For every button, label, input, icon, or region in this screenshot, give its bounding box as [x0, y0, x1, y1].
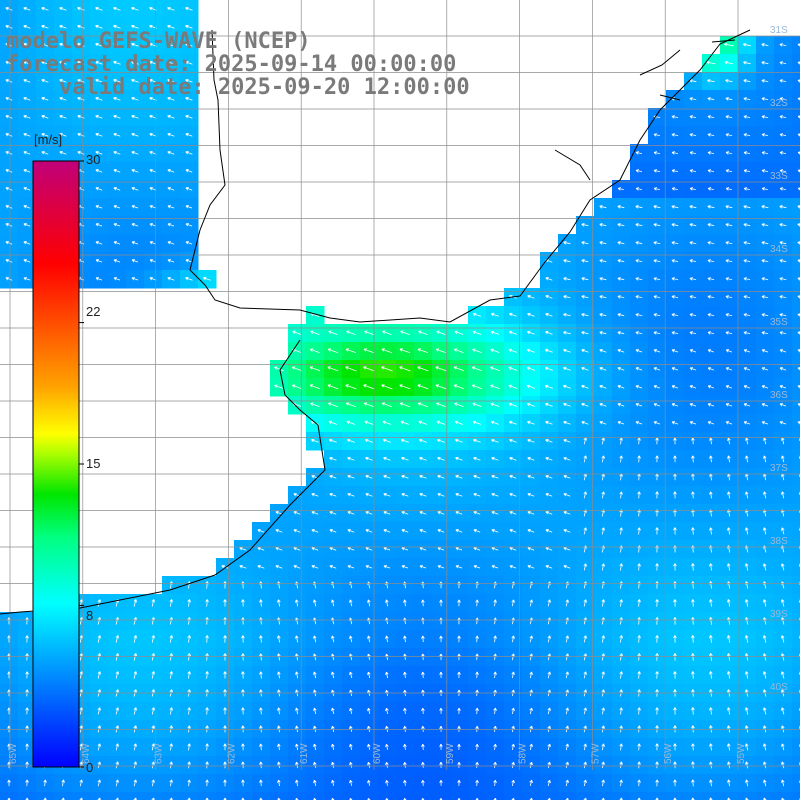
colorbar-tick-22: 22	[86, 304, 100, 319]
wind-speed-cell	[792, 648, 800, 667]
colorbar	[33, 161, 84, 767]
wind-speed-cell	[792, 450, 800, 469]
colorbar-tick-8: 8	[86, 608, 93, 623]
wind-speed-cell	[792, 576, 800, 595]
wind-speed-cell	[792, 594, 800, 613]
wind-speed-cell	[792, 468, 800, 487]
lat-label: 34S	[770, 244, 788, 255]
wind-speed-cell	[792, 522, 800, 541]
lon-label: 59W	[445, 743, 456, 764]
wind-speed-cell	[792, 774, 800, 793]
lat-label: 35S	[770, 317, 788, 328]
lon-label: 61W	[299, 743, 310, 764]
wind-speed-cell	[792, 738, 800, 757]
wind-speed-cell	[792, 558, 800, 577]
lon-label: 58W	[518, 743, 529, 764]
lon-label: 55W	[736, 743, 747, 764]
lon-label: 57W	[590, 743, 601, 764]
wind-speed-cell	[792, 486, 800, 505]
lon-label: 60W	[372, 743, 383, 764]
lat-label: 38S	[770, 536, 788, 547]
wind-speed-cell	[792, 756, 800, 775]
lat-label: 37S	[770, 463, 788, 474]
lon-label: 56W	[663, 743, 674, 764]
wind-speed-cell	[792, 792, 800, 800]
lat-label: 40S	[770, 682, 788, 693]
colorbar-gradient	[33, 161, 79, 767]
lat-label: 39S	[770, 609, 788, 620]
wind-speed-cell	[792, 540, 800, 559]
wind-speed-cell	[792, 630, 800, 649]
wind-speed-cell	[792, 504, 800, 523]
wind-speed-cell	[792, 432, 800, 451]
wind-speed-cell	[792, 702, 800, 721]
lat-label: 32S	[770, 98, 788, 109]
colorbar-unit: [m/s]	[34, 132, 62, 147]
lat-label: 31S	[770, 25, 788, 36]
lon-label: 63W	[154, 743, 165, 764]
title-model: modelo GEFS-WAVE (NCEP)	[6, 30, 311, 54]
colorbar-tick-0: 0	[86, 760, 93, 775]
title-forecast-date: forecast date: 2025-09-14 00:00:00	[6, 53, 456, 77]
lat-label: 33S	[770, 171, 788, 182]
title-valid-date: valid date: 2025-09-20 12:00:00	[6, 76, 470, 100]
lat-label: 36S	[770, 390, 788, 401]
colorbar-tick-30: 30	[86, 152, 100, 167]
wind-speed-cell	[792, 666, 800, 685]
wind-speed-cell	[792, 612, 800, 631]
lon-label: 65W	[8, 743, 19, 764]
lon-label: 62W	[226, 743, 237, 764]
colorbar-tick-15: 15	[86, 456, 100, 471]
